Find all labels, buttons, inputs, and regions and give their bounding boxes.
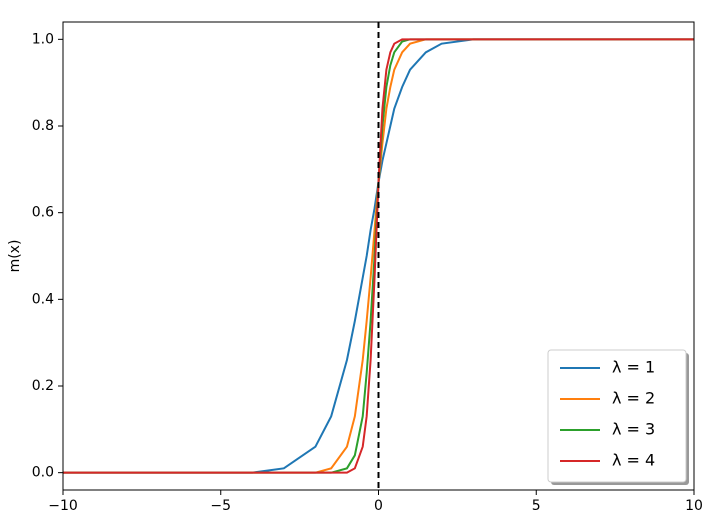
y-axis-label: m(x) xyxy=(7,240,23,273)
x-tick-label: 5 xyxy=(532,498,541,514)
x-tick-label: −10 xyxy=(48,498,78,514)
y-tick-label: 0.8 xyxy=(32,118,54,134)
y-tick-label: 0.0 xyxy=(32,465,54,481)
x-tick-label: 0 xyxy=(374,498,383,514)
y-tick-label: 1.0 xyxy=(32,31,54,47)
legend-label: λ = 3 xyxy=(612,420,655,439)
legend-box xyxy=(547,349,687,483)
legend-label: λ = 1 xyxy=(612,358,655,377)
legend: λ = 1 λ = 2 λ = 3 λ = 4 xyxy=(547,349,689,485)
series-line xyxy=(63,38,694,474)
plot-frame xyxy=(62,21,695,491)
legend-label: λ = 2 xyxy=(612,389,655,408)
x-tick-label: −5 xyxy=(210,498,231,514)
x-tick-label: 10 xyxy=(685,498,703,514)
y-tick-label: 0.4 xyxy=(32,291,54,307)
legend-label: λ = 4 xyxy=(612,451,655,470)
y-tick-label: 0.2 xyxy=(32,378,54,394)
y-tick-label: 0.6 xyxy=(32,205,54,221)
